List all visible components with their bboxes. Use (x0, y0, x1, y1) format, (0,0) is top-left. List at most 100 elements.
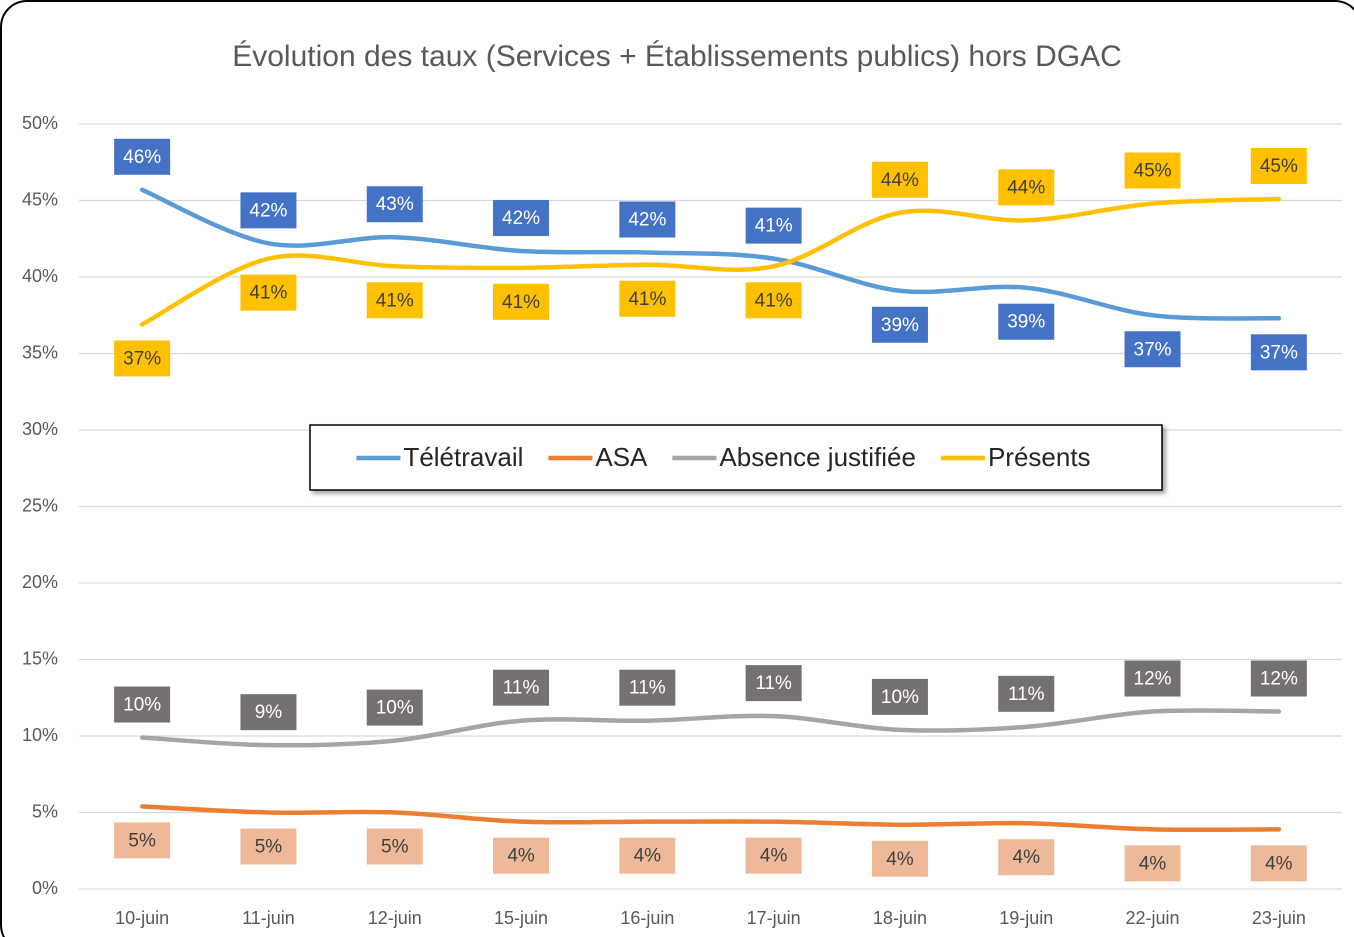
data-label-box (619, 669, 676, 706)
data-label-text: 45% (1260, 156, 1298, 177)
data-label-text: 5% (381, 837, 409, 858)
data-label: 42% (493, 199, 550, 236)
data-label-text: 41% (502, 292, 540, 313)
data-label: 37% (1124, 331, 1181, 368)
legend: Télétravail ASA Absence justifiée Présents (309, 424, 1163, 491)
data-label: 41% (240, 274, 297, 311)
data-label: 5% (240, 828, 297, 865)
data-label-box (1250, 845, 1307, 882)
data-label-text: 45% (1134, 161, 1172, 182)
data-label-text: 44% (881, 170, 919, 191)
x-tick-label: 16-juin (620, 908, 674, 928)
y-tick-label: 35% (22, 342, 58, 362)
data-label-box (619, 201, 676, 238)
data-label: 41% (745, 282, 802, 319)
data-label-box (1124, 660, 1181, 697)
y-tick-label: 10% (22, 725, 58, 745)
data-label-text: 44% (1007, 177, 1045, 198)
data-label: 5% (114, 822, 171, 859)
x-tick-label: 10-juin (115, 908, 169, 928)
data-label: 11% (745, 665, 802, 702)
data-label-box (871, 161, 928, 198)
data-label-text: 46% (123, 147, 161, 168)
data-label-box (619, 837, 676, 874)
data-label: 43% (366, 186, 423, 223)
data-label-box (366, 689, 423, 726)
data-label-text: 41% (755, 290, 793, 311)
data-label: 46% (114, 138, 171, 175)
y-tick-label: 5% (32, 801, 58, 821)
legend-label: Télétravail (403, 442, 523, 472)
data-label: 37% (1250, 334, 1307, 371)
chart-title: Évolution des taux (Services + Établisse… (232, 40, 1122, 73)
data-label-text: 41% (376, 290, 414, 311)
data-label-text: 10% (881, 687, 919, 708)
data-label: 44% (998, 169, 1055, 206)
data-label: 12% (1250, 660, 1307, 697)
data-label-box (1124, 152, 1181, 189)
data-label: 4% (1250, 845, 1307, 882)
data-label-box (1124, 845, 1181, 882)
data-label: 11% (493, 669, 550, 706)
data-label-box (998, 303, 1055, 340)
data-label: 39% (998, 303, 1055, 340)
data-label-box (114, 340, 171, 377)
data-label: 4% (493, 837, 550, 874)
legend-label: Absence justifiée (719, 442, 916, 472)
data-label-box (745, 207, 802, 244)
x-tick-label: 19-juin (999, 908, 1053, 928)
data-label-box (240, 192, 297, 229)
y-tick-label: 50% (22, 113, 58, 133)
y-tick-label: 20% (22, 572, 58, 592)
data-label-text: 12% (1134, 669, 1172, 690)
x-tick-label: 11-juin (242, 908, 295, 928)
data-label: 45% (1124, 152, 1181, 189)
data-label-text: 4% (760, 846, 788, 867)
data-label-text: 11% (503, 678, 540, 699)
data-label: 41% (619, 280, 676, 317)
data-label-text: 10% (123, 695, 161, 716)
x-tick-label: 18-juin (873, 908, 927, 928)
data-label-box (998, 675, 1055, 712)
data-label: 5% (366, 828, 423, 865)
data-label-box (1124, 331, 1181, 368)
data-label-box (619, 280, 676, 317)
data-label-box (493, 669, 550, 706)
data-label: 41% (366, 282, 423, 319)
data-label-box (114, 822, 171, 859)
data-label-text: 10% (376, 698, 414, 719)
data-label: 10% (871, 678, 928, 715)
data-label-text: 42% (502, 208, 540, 229)
data-label-text: 4% (634, 846, 662, 867)
data-label-text: 4% (507, 846, 535, 867)
data-label-text: 4% (1013, 847, 1041, 868)
data-label-box (1250, 334, 1307, 371)
data-label-text: 37% (1260, 342, 1298, 363)
y-tick-label: 40% (22, 266, 58, 286)
data-label-box (745, 665, 802, 702)
data-label-text: 39% (1007, 312, 1045, 333)
data-label: 37% (114, 340, 171, 377)
data-label-text: 9% (255, 702, 283, 723)
data-label-box (998, 169, 1055, 206)
data-label: 12% (1124, 660, 1181, 697)
data-label-text: 41% (249, 283, 287, 304)
data-label-box (493, 837, 550, 874)
data-label-text: 5% (128, 830, 156, 851)
data-label: 45% (1250, 147, 1307, 184)
data-label: 44% (871, 161, 928, 198)
data-label-text: 5% (255, 837, 283, 858)
x-tick-label: 15-juin (494, 908, 548, 928)
x-tick-label: 23-juin (1252, 908, 1306, 928)
series-line (139, 804, 1282, 833)
data-label-box (240, 828, 297, 865)
data-label-box (998, 839, 1055, 876)
data-label: 11% (998, 675, 1055, 712)
data-label: 4% (1124, 845, 1181, 882)
x-tick-label: 12-juin (368, 908, 422, 928)
y-tick-label: 25% (22, 495, 58, 515)
data-label-box (1250, 147, 1307, 184)
x-tick-label: 22-juin (1126, 908, 1180, 928)
data-label-box (240, 274, 297, 311)
